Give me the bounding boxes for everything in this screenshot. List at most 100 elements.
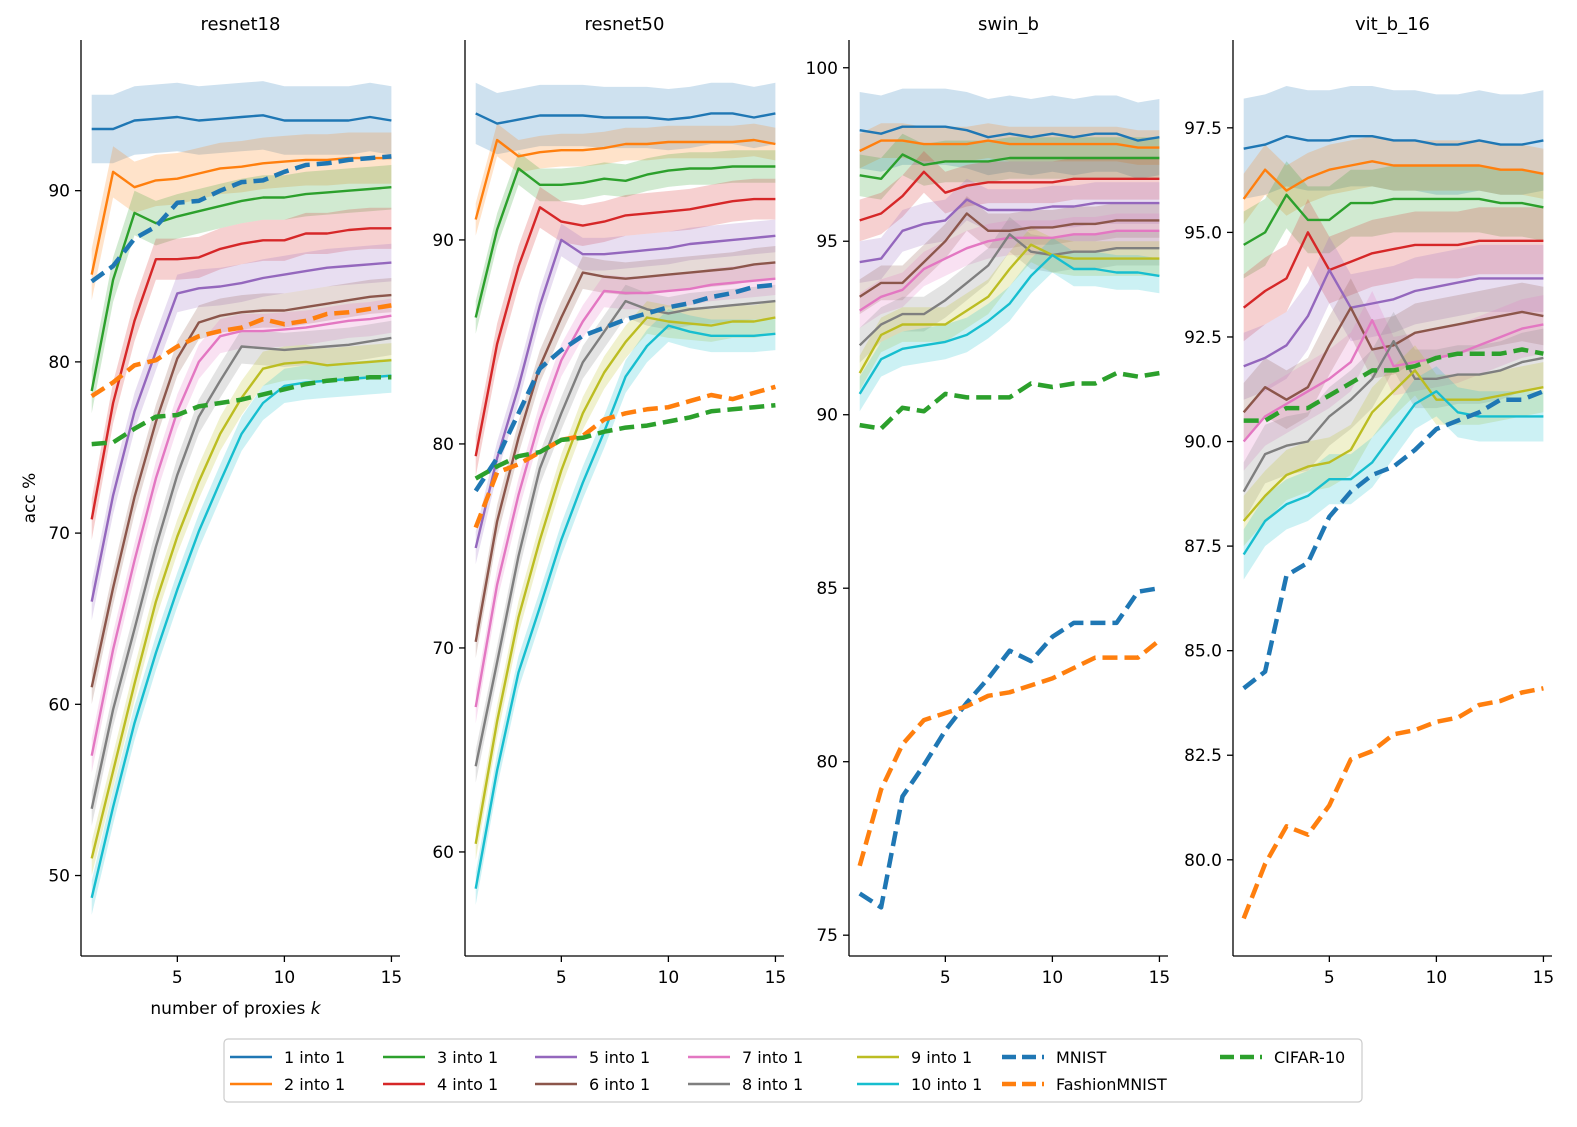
band-7-into-1 [859,213,1160,328]
panel-title: swin_b [978,14,1039,35]
series-line-3-into-1 [1243,193,1544,246]
band-5-into-1 [475,219,776,565]
series-line-cifar-10 [474,402,776,481]
y-tick-label: 90 [48,182,70,202]
series-line-mnist [1242,389,1545,691]
band-5-into-1 [91,243,392,621]
band-7-into-1 [475,262,776,724]
panel-title: resnet18 [201,14,281,35]
band-6-into-1 [1243,278,1544,442]
series-line-10-into-1 [90,374,392,899]
series-line-cifar-10 [91,375,392,447]
y-tick-label: 85.0 [1184,642,1222,662]
series-line-1-into-1 [91,114,392,131]
band-4-into-1 [475,178,776,477]
band-10-into-1 [1243,366,1544,580]
legend-box [223,1038,1363,1103]
y-tick-label: 85 [816,579,838,599]
band-8-into-1 [91,320,392,826]
series-line-fashionmnist [1241,686,1544,920]
x-tick-label: 10 [1426,968,1448,988]
band-9-into-1 [91,343,392,876]
series-line-2-into-1 [90,156,392,275]
x-axis-label-var: k [311,999,322,1019]
x-tick-label: 5 [1324,968,1335,988]
y-tick-label: 50 [48,867,70,887]
band-10-into-1 [859,237,1160,412]
series-line-mnist [473,282,776,493]
panel-swin-b: swin_b 5 10 15 75 80 85 90 95 100 [806,14,1171,988]
y-tick-label: 95 [816,232,838,252]
y-tick-label: 100 [806,59,838,79]
panel-title: resnet50 [585,14,665,35]
band-5-into-1 [1243,236,1544,400]
panel-vit-b-16: vit_b_16 5 10 15 80.0 82.5 85.0 87.5 90.0 92.5 95.… [1184,14,1554,988]
series-line-2-into-1 [1242,160,1544,200]
legend-label-1-into-1: 1 into 1 [284,1048,345,1067]
x-tick-label: 10 [274,968,296,988]
series-line-7-into-1 [474,277,776,708]
x-tick-label: 15 [765,968,787,988]
legend: 1 into 1 2 into 1 3 into 1 4 into 1 5 into 1… [223,1038,1363,1103]
series-line-6-into-1 [90,293,392,688]
y-tick-label: 92.5 [1184,328,1222,348]
series-line-5-into-1 [859,198,1160,264]
series-line-fashionmnist [857,638,1161,867]
series-line-7-into-1 [90,314,392,756]
y-tick-label: 70 [48,524,70,544]
band-2-into-1 [1243,136,1544,224]
band-10-into-1 [475,309,776,905]
band-2-into-1 [91,132,392,301]
series-line-1-into-1 [475,112,776,125]
y-tick-label: 80 [816,753,838,773]
band-3-into-1 [91,165,392,414]
y-tick-label: 70 [432,639,454,659]
y-tick-label: 80.0 [1184,851,1222,871]
y-axis-label: acc % [20,473,40,524]
band-4-into-1 [91,207,392,540]
y-tick-label: 97.5 [1184,119,1222,139]
series-line-2-into-1 [474,138,776,220]
series-line-8-into-1 [1242,340,1544,493]
legend-label-9-into-1: 9 into 1 [911,1048,972,1067]
series-line-6-into-1 [474,261,776,643]
band-6-into-1 [859,196,1160,315]
legend-label-8-into-1: 8 into 1 [742,1075,803,1094]
legend-label-3-into-1: 3 into 1 [437,1048,498,1067]
y-tick-label: 60 [48,695,70,715]
series-line-5-into-1 [474,234,776,549]
x-tick-label: 5 [172,968,183,988]
y-tick-label: 90 [816,406,838,426]
y-tick-label: 80 [48,353,70,373]
x-axis-label: number of proxies k [150,999,321,1019]
series-line-8-into-1 [90,336,392,810]
series-line-7-into-1 [859,229,1160,312]
legend-label-2-into-1: 2 into 1 [284,1075,345,1094]
panel-title: vit_b_16 [1355,14,1430,35]
y-tick-label: 90.0 [1184,433,1222,453]
band-7-into-1 [1243,291,1544,471]
series-line-10-into-1 [858,253,1160,395]
series-line-3-into-1 [859,153,1160,181]
band-8-into-1 [859,217,1160,363]
y-tick-label: 90 [432,231,454,251]
x-tick-label: 10 [1042,968,1064,988]
x-tick-label: 15 [381,968,403,988]
x-tick-label: 5 [556,968,567,988]
legend-label-mnist: MNIST [1056,1048,1107,1067]
series-line-5-into-1 [90,261,392,602]
band-3-into-1 [475,150,776,334]
legend-label-4-into-1: 4 into 1 [437,1075,498,1094]
legend-label-7-into-1: 7 into 1 [742,1048,803,1067]
series-line-4-into-1 [474,197,776,457]
x-axis-label-text: number of proxies [150,999,310,1019]
series-line-3-into-1 [474,165,776,318]
series-line-2-into-1 [859,139,1160,153]
series-line-1-into-1 [1243,134,1544,150]
band-8-into-1 [475,284,776,783]
legend-label-5-into-1: 5 into 1 [589,1048,650,1067]
band-8-into-1 [1243,311,1544,521]
band-6-into-1 [91,278,392,705]
band-4-into-1 [1243,198,1544,342]
